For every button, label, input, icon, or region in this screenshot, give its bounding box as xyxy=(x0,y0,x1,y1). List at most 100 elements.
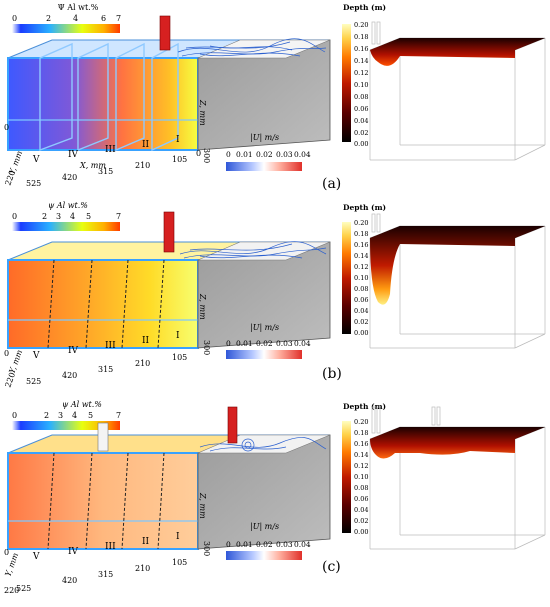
section-label: III xyxy=(105,145,116,155)
x-tick: 315 xyxy=(98,167,113,176)
section-label: II xyxy=(142,336,150,346)
x-tick: 210 xyxy=(135,359,150,368)
panel-b-figure: ψ Al wt.% 0 2 3 4 5 7 V IV III II I 525 … xyxy=(3,201,546,389)
section-label: I xyxy=(176,532,180,542)
x-tick: 525 xyxy=(16,584,31,593)
vel-tick: 0.03 xyxy=(276,339,293,348)
svg-text:0.20: 0.20 xyxy=(354,418,368,426)
y-zero: 0 xyxy=(4,123,9,132)
depth-title: Depth (m) xyxy=(343,203,386,212)
streamlines xyxy=(177,38,327,57)
psi-tick: 2 xyxy=(44,411,49,420)
vel-tick: 0.04 xyxy=(294,339,311,348)
y-tick: 220 xyxy=(3,169,17,186)
psi-title: ψ Al wt.% xyxy=(48,201,88,210)
psi-tick: 2 xyxy=(46,14,51,23)
psi-tick: 7 xyxy=(116,14,121,23)
x-tick: 105 xyxy=(172,353,187,362)
panel-b: ψ Al wt.% 0 2 3 4 5 7 V IV III II I 525 … xyxy=(0,198,550,393)
svg-text:0.02: 0.02 xyxy=(354,129,368,137)
section-label: IV xyxy=(68,547,79,557)
svg-text:0.06: 0.06 xyxy=(354,105,368,113)
psi-tick: 7 xyxy=(116,411,121,420)
y-tick: 220 xyxy=(4,586,19,595)
x-tick: 525 xyxy=(26,377,41,386)
x-label: X, mm xyxy=(79,161,106,170)
svg-text:0.20: 0.20 xyxy=(354,21,368,29)
psi-title: ψ Al wt.% xyxy=(62,400,102,409)
psi-colorbar xyxy=(12,421,120,430)
tank-slice-front xyxy=(8,58,198,150)
x-tick: 210 xyxy=(135,161,150,170)
svg-text:0.00: 0.00 xyxy=(354,140,368,148)
section-dividers xyxy=(47,452,165,550)
panel-c-figure: ψ Al wt.% 0 2 3 4 5 7 V IV III II I 525 … xyxy=(3,400,546,595)
vel-tick: 0.02 xyxy=(256,339,273,348)
psi-tick: 5 xyxy=(86,212,91,221)
depth-plume xyxy=(370,427,545,459)
depth-ticks: 0.20 0.18 0.16 0.14 0.12 0.10 0.08 0.06 … xyxy=(354,418,368,536)
vel-tick: 0.01 xyxy=(236,540,253,549)
depth-plume xyxy=(370,38,545,66)
y-zero: 0 xyxy=(4,349,9,358)
svg-text:0.14: 0.14 xyxy=(354,451,368,459)
svg-text:0.02: 0.02 xyxy=(354,318,368,326)
svg-text:0.06: 0.06 xyxy=(354,296,368,304)
x-tick: 420 xyxy=(62,173,77,182)
vel-tick: 0.03 xyxy=(276,150,293,159)
svg-text:0.14: 0.14 xyxy=(354,252,368,260)
lance xyxy=(159,15,171,51)
depth-title: Depth (m) xyxy=(343,3,386,12)
psi-tick: 5 xyxy=(88,411,93,420)
panel-a-figure: Ψ Al wt.% 0 2 4 6 7 V IV III II I 525 42… xyxy=(3,3,546,192)
z-label: Z, mm xyxy=(198,492,207,519)
svg-text:0.08: 0.08 xyxy=(354,93,368,101)
svg-text:0.04: 0.04 xyxy=(354,117,368,125)
section-label: I xyxy=(176,331,180,341)
panel-label: (a) xyxy=(322,176,341,192)
svg-text:0.14: 0.14 xyxy=(354,57,368,65)
panel-label: (b) xyxy=(322,366,342,382)
tank-slice-front xyxy=(8,453,198,549)
panel-label: (c) xyxy=(322,559,341,575)
section-planes xyxy=(39,42,179,152)
svg-text:0.04: 0.04 xyxy=(354,307,368,315)
section-label: I xyxy=(176,135,180,145)
svg-text:0.18: 0.18 xyxy=(354,230,368,238)
velocity-colorbar xyxy=(226,551,302,560)
psi-colorbar xyxy=(12,24,120,33)
depth-colorbar xyxy=(342,222,351,334)
svg-text:0.12: 0.12 xyxy=(354,69,368,77)
svg-text:0.20: 0.20 xyxy=(354,219,368,227)
section-label: V xyxy=(32,155,40,165)
x-tick: 420 xyxy=(62,576,77,585)
depth-title: Depth (m) xyxy=(343,402,386,411)
svg-text:0.04: 0.04 xyxy=(354,506,368,514)
vel-tick: 0.02 xyxy=(256,150,273,159)
psi-tick: 0 xyxy=(12,14,17,23)
velocity-title: |U| m/s xyxy=(250,323,279,332)
vel-tick: 0 xyxy=(226,339,231,348)
vel-tick: 0.04 xyxy=(294,540,311,549)
psi-tick: 2 xyxy=(42,212,47,221)
x-tick: 210 xyxy=(135,564,150,573)
svg-text:0.08: 0.08 xyxy=(354,285,368,293)
section-label: V xyxy=(32,351,40,361)
streamlines xyxy=(179,241,327,259)
depth-colorbar xyxy=(342,24,351,142)
section-label: IV xyxy=(68,346,79,356)
psi-tick: 3 xyxy=(58,411,63,420)
svg-text:0.16: 0.16 xyxy=(354,440,368,448)
z-label: Z, mm xyxy=(198,99,207,126)
psi-tick: 0 xyxy=(12,212,17,221)
svg-text:0.02: 0.02 xyxy=(354,517,368,525)
section-label: III xyxy=(105,341,116,351)
depth-ticks: 0.20 0.18 0.16 0.14 0.12 0.10 0.08 0.06 … xyxy=(354,21,368,148)
psi-tick: 0 xyxy=(12,411,17,420)
panel-c: ψ Al wt.% 0 2 3 4 5 7 V IV III II I 525 … xyxy=(0,393,550,603)
depth-ticks: 0.20 0.18 0.16 0.14 0.12 0.10 0.08 0.06 … xyxy=(354,219,368,337)
velocity-title: |U| m/s xyxy=(250,133,279,142)
section-label: III xyxy=(105,542,116,552)
velocity-title: |U| m/s xyxy=(250,522,279,531)
z-tick: 300 xyxy=(202,148,211,163)
